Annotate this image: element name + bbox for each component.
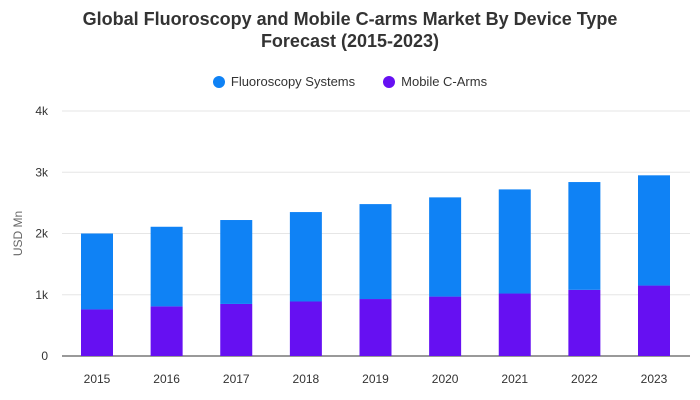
bar-mobile-2021 bbox=[498, 293, 531, 356]
bar-mobile-2017 bbox=[220, 303, 253, 356]
bar-mobile-2022 bbox=[568, 289, 601, 356]
x-tick-label-2017: 2017 bbox=[223, 372, 250, 386]
bar-fluoroscopy-2020 bbox=[429, 197, 462, 297]
legend-item-fluoroscopy[interactable]: Fluoroscopy Systems bbox=[212, 74, 356, 89]
bar-mobile-2016 bbox=[150, 306, 183, 356]
legend-item-mobile[interactable]: Mobile C-Arms bbox=[383, 74, 487, 89]
y-axis-label: USD Mn bbox=[11, 211, 25, 256]
chart-title-line-2: Forecast (2015-2023) bbox=[260, 31, 440, 51]
chart-title-line-1: Global Fluoroscopy and Mobile C-arms Mar… bbox=[82, 9, 618, 29]
y-tick-label-4: 4k bbox=[35, 104, 49, 118]
y-tick-label-2: 2k bbox=[35, 227, 49, 241]
bar-mobile-2015 bbox=[81, 309, 113, 356]
x-tick-label-2019: 2019 bbox=[362, 372, 389, 386]
bar-fluoroscopy-2015 bbox=[81, 233, 113, 310]
bar-fluoroscopy-2016 bbox=[150, 226, 183, 307]
legend-dot-fluoroscopy bbox=[212, 75, 225, 88]
bar-fluoroscopy-2022 bbox=[568, 182, 601, 290]
bar-fluoroscopy-2018 bbox=[289, 212, 322, 302]
x-tick-label-2015: 2015 bbox=[84, 372, 111, 386]
x-tick-label-2020: 2020 bbox=[432, 372, 459, 386]
bar-fluoroscopy-2023 bbox=[638, 175, 670, 286]
bar-mobile-2023 bbox=[638, 285, 670, 356]
legend-label-mobile: Mobile C-Arms bbox=[401, 74, 488, 89]
x-tick-label-2023: 2023 bbox=[641, 372, 668, 386]
x-tick-label-2022: 2022 bbox=[571, 372, 598, 386]
bar-fluoroscopy-2021 bbox=[498, 189, 531, 294]
y-tick-label-0: 0 bbox=[41, 349, 48, 363]
bar-mobile-2018 bbox=[289, 301, 322, 356]
legend-label-fluoroscopy: Fluoroscopy Systems bbox=[230, 74, 356, 89]
bar-fluoroscopy-2017 bbox=[220, 220, 253, 304]
chart-title: Global Fluoroscopy and Mobile C-arms Mar… bbox=[0, 8, 700, 52]
bar-fluoroscopy-2019 bbox=[359, 204, 392, 300]
legend-dot-mobile bbox=[383, 75, 396, 88]
bar-mobile-2020 bbox=[429, 296, 462, 356]
y-tick-label-3: 3k bbox=[35, 165, 49, 179]
x-tick-label-2016: 2016 bbox=[153, 372, 180, 386]
x-tick-label-2018: 2018 bbox=[293, 372, 320, 386]
x-tick-label-2021: 2021 bbox=[501, 372, 528, 386]
y-tick-label-1: 1k bbox=[35, 288, 49, 302]
legend: Fluoroscopy Systems Mobile C-Arms bbox=[0, 74, 700, 89]
bar-mobile-2019 bbox=[359, 299, 392, 356]
